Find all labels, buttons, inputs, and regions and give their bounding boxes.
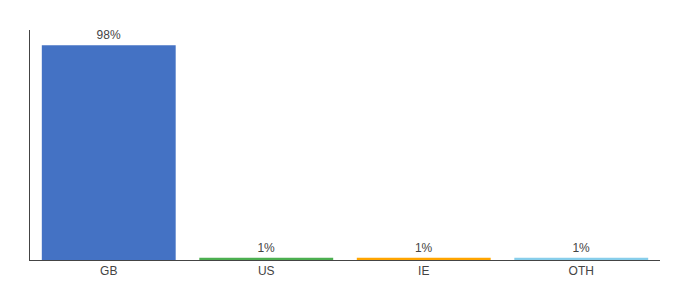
svg-text:OTH: OTH: [569, 264, 594, 278]
svg-text:1%: 1%: [257, 241, 275, 255]
svg-text:GB: GB: [100, 264, 117, 278]
svg-text:1%: 1%: [572, 241, 590, 255]
svg-text:IE: IE: [418, 264, 429, 278]
svg-text:US: US: [258, 264, 275, 278]
svg-text:1%: 1%: [415, 241, 433, 255]
svg-text:98%: 98%: [97, 28, 121, 42]
